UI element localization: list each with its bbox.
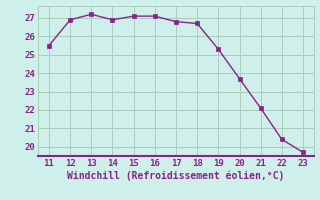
X-axis label: Windchill (Refroidissement éolien,°C): Windchill (Refroidissement éolien,°C) xyxy=(67,171,285,181)
